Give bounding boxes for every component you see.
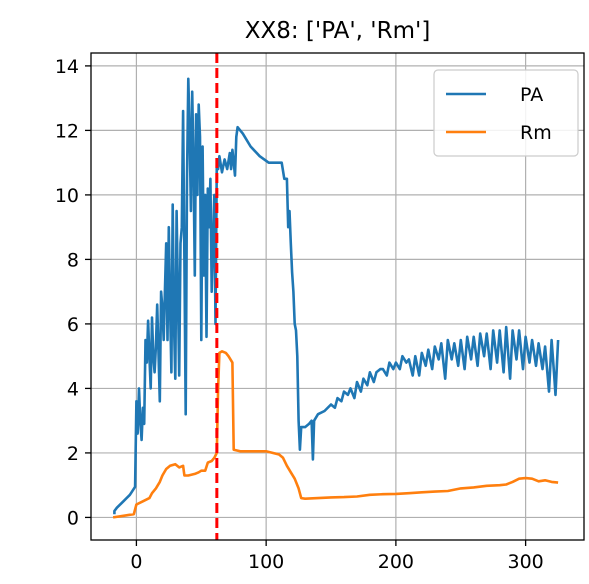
y-tick-label: 4 (67, 378, 79, 400)
legend: PA Rm (433, 69, 579, 157)
y-tick-label: 6 (67, 314, 79, 336)
series-line-rm (112, 350, 559, 519)
x-tick-label: 100 (248, 551, 284, 573)
axes-frame (90, 52, 585, 541)
x-tick-label: 200 (378, 551, 414, 573)
y-tick-label: 0 (67, 507, 79, 529)
grid-lines (91, 53, 584, 540)
legend-label-rm: Rm (520, 122, 552, 144)
plot-frame (90, 52, 585, 541)
y-tick-label: 12 (55, 120, 79, 142)
x-tick-label: 300 (507, 551, 543, 573)
y-tick-label: 14 (55, 56, 79, 78)
x-tick-label: 0 (130, 551, 142, 573)
legend-box (433, 69, 579, 157)
y-tick-label: 8 (67, 249, 79, 271)
y-tick-label: 10 (55, 185, 79, 207)
tick-labels: 0 100 200 300 0 2 4 6 8 10 12 14 (55, 56, 544, 573)
legend-label-pa: PA (520, 84, 543, 106)
chart-title: XX8: ['PA', 'Rm'] (245, 18, 431, 44)
y-tick-label: 2 (67, 443, 79, 465)
series-line-pa (113, 77, 560, 515)
